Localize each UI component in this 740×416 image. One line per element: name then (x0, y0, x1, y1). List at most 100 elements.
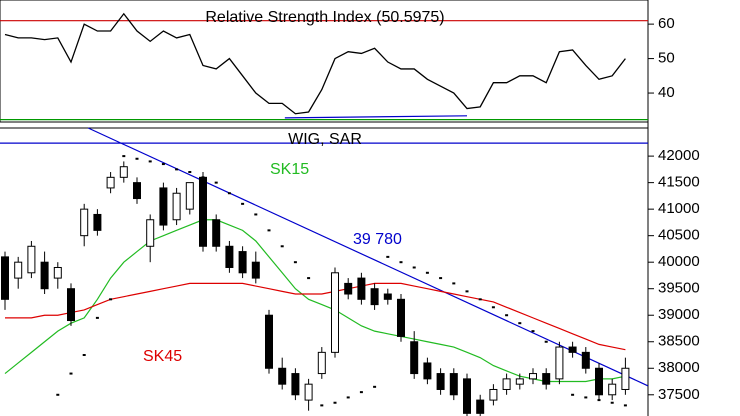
candle-body (159, 187, 168, 226)
y-tick-label: 41000 (658, 200, 700, 217)
sar-dot (122, 155, 126, 158)
y-tick-label: 38000 (658, 359, 700, 376)
sar-dot (399, 261, 403, 264)
candle-body (238, 251, 247, 274)
sar-dot (478, 298, 482, 301)
candle-body (621, 367, 630, 390)
sar-dot (491, 306, 495, 309)
y-tick-label: 39000 (658, 306, 700, 323)
sar-dot (425, 271, 429, 274)
sar-dot (412, 266, 416, 269)
trend-line (284, 115, 468, 119)
candle-body (80, 208, 89, 237)
candle-body (331, 272, 339, 353)
sar-dot (135, 157, 139, 160)
candle-body (515, 378, 524, 385)
sar-dot (148, 160, 152, 163)
y-tick-label: 37500 (658, 386, 700, 403)
rsi-title: Relative Strength Index (50.5975) (205, 9, 444, 26)
candle-body (568, 346, 577, 353)
y-tick-label: 40000 (658, 253, 700, 270)
sar-dot (452, 282, 456, 285)
sar-dot (359, 391, 363, 394)
sar-dot (82, 354, 86, 357)
candle-body (225, 245, 234, 268)
y-tick-label: 39500 (658, 280, 700, 297)
sar-dot (346, 396, 350, 399)
candle-body (489, 388, 498, 401)
y-tick-label: 42000 (658, 147, 700, 164)
sar-dot (320, 404, 324, 407)
candle-body (291, 373, 300, 396)
y-tick-label: 41500 (658, 174, 700, 191)
candle-body (40, 261, 49, 290)
candle-body (397, 298, 405, 337)
sar-dot (95, 316, 99, 319)
candle-body (53, 266, 62, 279)
candle-body (199, 176, 207, 247)
sar-dot (280, 245, 284, 248)
rsi-group: 40 50 60 (0, 12, 675, 121)
candle-body (529, 373, 537, 380)
sar-dot (241, 202, 245, 205)
y-tick-label: 60 (658, 15, 675, 32)
sar-dot (56, 393, 60, 396)
sar-dot (439, 277, 443, 280)
legend-sk15: SK15 (270, 161, 309, 178)
sar-dot (227, 192, 231, 195)
y-tick-label: 40500 (658, 227, 700, 244)
candle-body (93, 213, 102, 231)
candle-body (357, 277, 366, 300)
candle-body (67, 288, 75, 322)
sar-dot (584, 396, 588, 399)
candle-body (344, 282, 353, 295)
candle-body (278, 367, 287, 385)
sar-dot (307, 277, 311, 280)
candle-body (555, 346, 564, 380)
candle-body (304, 383, 313, 401)
candle-body (212, 219, 221, 247)
sar-dot (373, 385, 377, 388)
candle-body (423, 362, 432, 380)
candle-body (608, 383, 617, 396)
sar-dot (623, 404, 627, 407)
candle-body (436, 373, 445, 390)
sar-dot (610, 401, 614, 404)
sar-dot (518, 322, 522, 325)
candle-body (1, 256, 9, 300)
candle-body (595, 367, 603, 396)
sar-dot (188, 171, 192, 174)
sar-dot (544, 340, 548, 343)
candle-body (119, 166, 128, 178)
trend-line (87, 127, 649, 387)
rsi-line (4, 12, 626, 115)
candle-body (14, 261, 23, 279)
candle-body (463, 378, 471, 414)
price-title: WIG, SAR (288, 131, 362, 148)
candle-body (106, 176, 115, 189)
y-tick-label: 38500 (658, 333, 700, 350)
sar-dot (214, 181, 218, 184)
candle-body (476, 399, 485, 414)
sar-dot (109, 298, 113, 301)
candle-body (27, 245, 36, 274)
sar-dot (465, 290, 469, 293)
ma-line (5, 282, 626, 351)
candle-body (383, 293, 392, 300)
y-tick-label: 50 (658, 50, 675, 67)
sar-dot (386, 255, 390, 258)
sar-dot (69, 372, 73, 375)
candle-body (172, 192, 181, 221)
y-tick-label: 40 (658, 84, 675, 101)
candle-body (251, 261, 260, 279)
sar-dot (254, 213, 258, 216)
sar-dot (267, 229, 271, 232)
price-group: 37500 38000 38500 39000 39500 40000 40500 41000… (0, 127, 700, 416)
candle-body (133, 182, 141, 200)
candle-body (449, 373, 458, 396)
sar-dot (505, 314, 509, 317)
candle-body (370, 288, 379, 306)
candle-body (265, 314, 273, 369)
sar-dot (571, 393, 575, 396)
